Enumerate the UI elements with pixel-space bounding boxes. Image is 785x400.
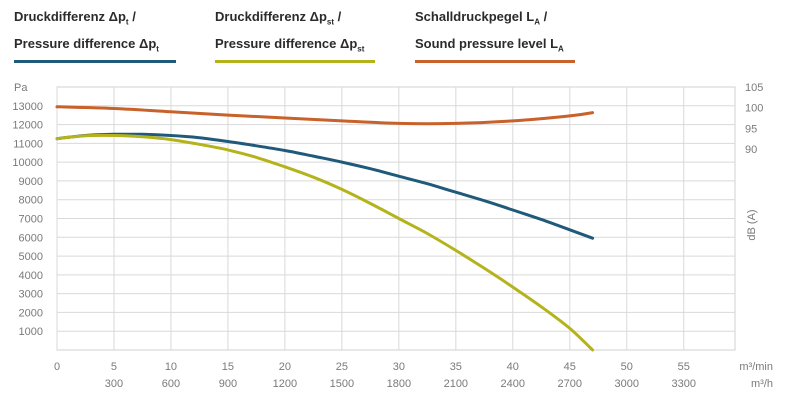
x-secondary-tick-label: 2400 — [501, 378, 525, 390]
x-secondary-tick-label: 3000 — [615, 378, 639, 390]
y-left-unit-label: Pa — [14, 82, 28, 94]
legend-label-de: Druckdifferenz Δpt / — [14, 9, 136, 27]
y-right-tick-label: 105 — [745, 82, 763, 94]
x-secondary-tick-label: 300 — [105, 378, 123, 390]
axes: 1000200030004000500060007000800090001000… — [12, 82, 773, 390]
legend-swatch-pst — [215, 60, 375, 63]
legend-item-la: Schalldruckpegel LA / Sound pressure lev… — [415, 6, 564, 59]
y-left-tick-label: 1000 — [19, 326, 43, 338]
y-left-tick-label: 5000 — [19, 251, 43, 263]
y-left-tick-label: 12000 — [12, 120, 43, 132]
x-primary-tick-label: 30 — [393, 361, 405, 373]
y-left-tick-label: 7000 — [19, 214, 43, 226]
legend-swatch-la — [415, 60, 575, 63]
series-line-1 — [55, 133, 595, 352]
y-left-tick-label: 6000 — [19, 232, 43, 244]
x-secondary-tick-label: 2700 — [558, 378, 582, 390]
x-primary-tick-label: 45 — [564, 361, 576, 373]
x-primary-tick-label: 20 — [279, 361, 291, 373]
x-primary-tick-label: 40 — [507, 361, 519, 373]
legend-label-en: Pressure difference Δpst — [215, 35, 365, 54]
series-line-2 — [55, 105, 595, 126]
series-lines — [55, 105, 595, 352]
x-primary-tick-label: 55 — [678, 361, 690, 373]
y-left-tick-label: 2000 — [19, 307, 43, 319]
y-right-tick-label: 90 — [745, 144, 757, 156]
x-secondary-tick-label: 1500 — [330, 378, 354, 390]
y-left-tick-label: 9000 — [19, 176, 43, 188]
x-secondary-tick-label: 1800 — [387, 378, 411, 390]
legend-label-en: Pressure difference Δpt — [14, 35, 159, 54]
legend-swatch-pt — [14, 60, 176, 63]
y-left-tick-label: 13000 — [12, 101, 43, 113]
legend-item-pst: Druckdifferenz Δpst / Pressure differenc… — [215, 6, 364, 59]
y-left-tick-label: 8000 — [19, 195, 43, 207]
legend-label-de: Druckdifferenz Δpst / — [215, 9, 342, 27]
y-right-tick-label: 100 — [745, 103, 763, 115]
x-primary-tick-label: 5 — [111, 361, 117, 373]
series-line-0 — [55, 132, 595, 240]
x-secondary-tick-label: 1200 — [273, 378, 297, 390]
x-primary-tick-label: 50 — [621, 361, 633, 373]
y-left-tick-label: 3000 — [19, 289, 43, 301]
x-primary-tick-label: 15 — [222, 361, 234, 373]
legend-item-pt: Druckdifferenz Δpt / Pressure difference… — [14, 6, 159, 59]
x-secondary-tick-label: 2100 — [444, 378, 468, 390]
y-left-tick-label: 11000 — [13, 138, 43, 150]
y-right-tick-label: 95 — [745, 123, 757, 135]
legend-label-de: Schalldruckpegel LA / — [415, 9, 548, 27]
x-secondary-tick-label: 3300 — [671, 378, 695, 390]
x-primary-tick-label: 0 — [54, 361, 60, 373]
y-left-tick-label: 4000 — [19, 270, 43, 282]
x-secondary-tick-label: 600 — [162, 378, 180, 390]
x-primary-tick-label: 35 — [450, 361, 462, 373]
x-primary-tick-label: 25 — [336, 361, 348, 373]
x-primary-tick-label: 10 — [165, 361, 177, 373]
y-right-axis-label: dB (A) — [746, 209, 758, 240]
legend-label-en: Sound pressure level LA — [415, 35, 564, 54]
x-secondary-unit-label: m³/h — [751, 378, 773, 390]
x-secondary-tick-label: 900 — [219, 378, 237, 390]
y-left-tick-label: 10000 — [12, 157, 43, 169]
x-primary-unit-label: m³/min — [739, 361, 773, 373]
